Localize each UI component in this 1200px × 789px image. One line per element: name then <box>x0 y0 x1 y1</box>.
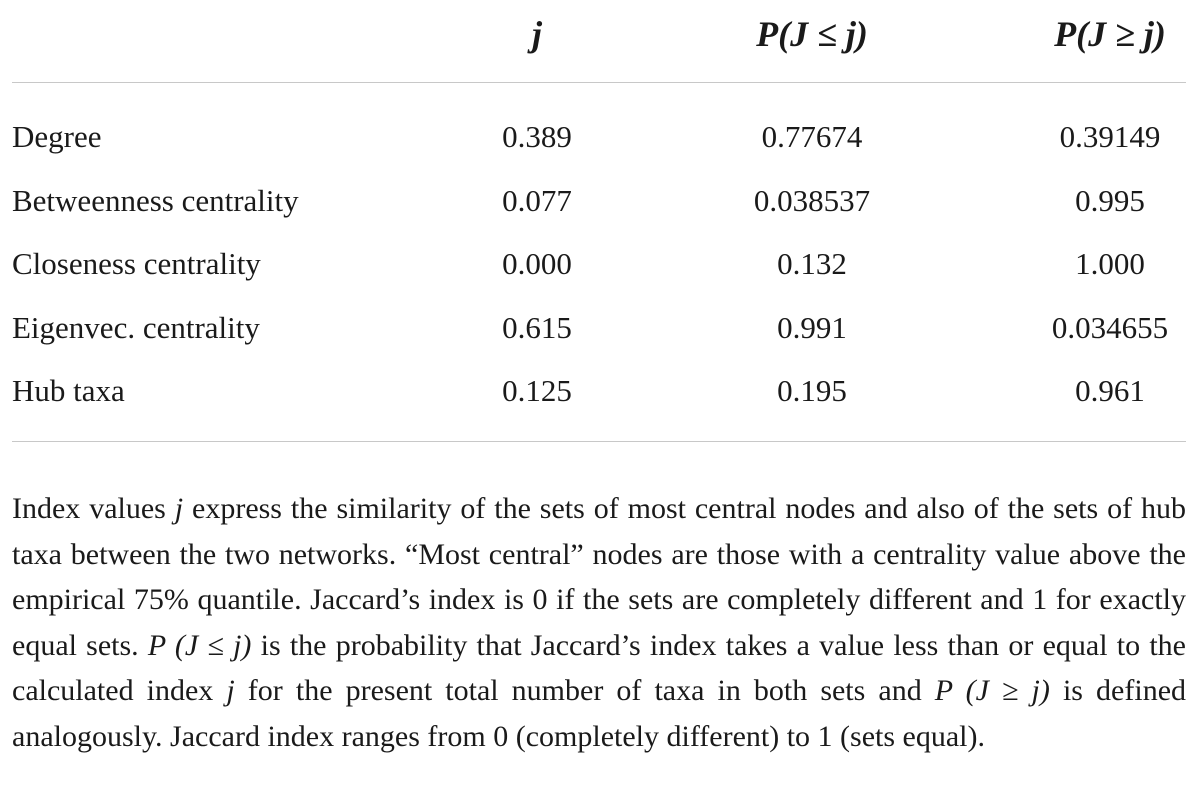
jaccard-table: j P(J ≤ j) P(J ≥ j) Degree 0.389 0.77674… <box>12 0 1186 442</box>
footnote-italic: j <box>174 492 184 525</box>
cell-p-greater-equal: 0.034655 <box>1051 309 1169 345</box>
footnote-text: is defined analogously. Jaccard index ra… <box>12 674 1187 753</box>
table-row: Degree 0.389 0.77674 0.39149 <box>12 105 1186 169</box>
column-header-p-less-equal: P(J ≤ j) <box>756 14 868 54</box>
cell-p-greater-equal: 0.995 <box>1075 182 1145 218</box>
table-header-row: j P(J ≤ j) P(J ≥ j) <box>12 0 1186 83</box>
row-label: Eigenvec. centrality <box>12 309 260 345</box>
footnote-text: for the present total number of taxa in … <box>234 674 935 707</box>
table-row: Betweenness centrality 0.077 0.038537 0.… <box>12 169 1186 233</box>
row-label: Degree <box>12 119 102 154</box>
column-header-p-greater-equal: P(J ≥ j) <box>1054 14 1166 54</box>
cell-j: 0.389 <box>502 119 572 154</box>
cell-j: 0.000 <box>502 246 572 281</box>
cell-p-less-equal: 0.77674 <box>761 119 863 154</box>
cell-p-less-equal: 0.038537 <box>753 182 871 218</box>
footnote-text: express the similarity of the sets of mo… <box>12 492 1186 662</box>
cell-p-greater-equal: 1.000 <box>1075 246 1145 281</box>
column-header-j: j <box>531 14 542 54</box>
cell-j: 0.615 <box>502 309 572 345</box>
cell-p-less-equal: 0.991 <box>777 309 847 345</box>
footnote-italic: j <box>226 674 235 707</box>
footnote-italic: P (J ≥ j) <box>934 674 1050 707</box>
footnote-text: is the probability that Jaccard’s index … <box>12 628 1186 708</box>
cell-p-greater-equal: 0.39149 <box>1059 119 1161 154</box>
row-label: Hub taxa <box>12 373 125 408</box>
table-row: Hub taxa 0.125 0.195 0.961 <box>12 359 1186 423</box>
table-footnote: Index values j express the similarity of… <box>12 486 1186 759</box>
row-label: Closeness centrality <box>12 246 261 281</box>
footnote-text: Index values <box>12 492 175 525</box>
cell-p-greater-equal: 0.961 <box>1075 373 1145 408</box>
row-label: Betweenness centrality <box>12 182 299 218</box>
table-row: Closeness centrality 0.000 0.132 1.000 <box>12 232 1186 296</box>
table-body: Degree 0.389 0.77674 0.39149 Betweenness… <box>12 83 1186 442</box>
cell-p-less-equal: 0.132 <box>777 246 847 281</box>
cell-j: 0.077 <box>502 182 572 218</box>
cell-p-less-equal: 0.195 <box>777 373 847 408</box>
cell-j: 0.125 <box>502 373 572 408</box>
table-row: Eigenvec. centrality 0.615 0.991 0.03465… <box>12 296 1186 360</box>
footnote-italic: P (J ≤ j) <box>147 628 252 662</box>
